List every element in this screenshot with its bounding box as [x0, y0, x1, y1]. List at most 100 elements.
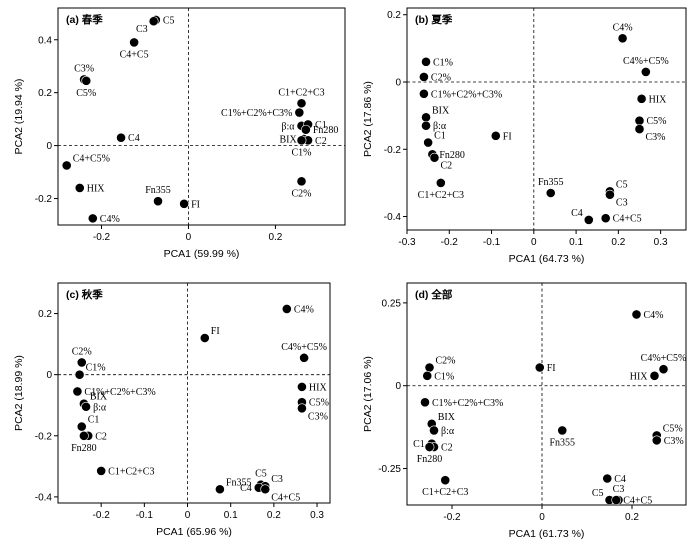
panel-title: (d) 全部: [415, 288, 453, 301]
point-label: C2: [440, 161, 452, 172]
data-point: [116, 132, 126, 143]
point-label: C3: [613, 484, 625, 495]
x-tick-label: -0.3: [398, 237, 416, 248]
point-label: C1: [315, 120, 327, 131]
point-label: β:α: [281, 121, 295, 132]
data-point: [296, 176, 307, 187]
panel-title: (a) 春季: [66, 13, 103, 26]
data-point: [294, 107, 305, 118]
point-label: BIX: [279, 134, 297, 145]
point-label: C4+C5: [613, 214, 642, 225]
y-tick-label: 0: [395, 381, 401, 392]
data-point: [605, 189, 615, 200]
point-label: C3%: [664, 436, 684, 447]
y-axis-label: PCA2 (17.86 %): [362, 81, 374, 157]
point-label: Fn280: [71, 443, 97, 454]
data-point: [199, 333, 210, 343]
y-tick-label: -0.2: [35, 431, 53, 442]
data-point: [420, 397, 430, 408]
x-tick-label: 0: [186, 232, 192, 243]
point-label: Fn355: [549, 437, 575, 448]
point-label: C5: [592, 488, 604, 499]
point-label: C1%: [292, 147, 312, 158]
point-label: C4%: [613, 22, 633, 33]
point-label: C5: [616, 179, 628, 190]
data-point: [424, 442, 435, 452]
y-tick-label: -0.25: [378, 464, 401, 475]
data-point: [297, 403, 307, 414]
plot-frame: [406, 7, 687, 231]
point-label: C2%: [431, 72, 451, 83]
data-point: [611, 495, 622, 505]
data-point: [76, 421, 87, 432]
point-label: C4%: [294, 304, 314, 315]
point-label: C1+C2+C3: [422, 487, 468, 498]
point-label: C4+C5: [271, 492, 300, 503]
x-tick-label: 0.2: [611, 237, 625, 248]
chart-panel-4: -0.2 0 0.2 -0.25 0 0.25 PCA1 (61.73 %) PCA2 (17…: [362, 282, 687, 540]
data-point: [129, 37, 139, 48]
point-label: C1%+C2%+C3%: [84, 387, 155, 398]
data-point: [557, 425, 568, 436]
data-point: [76, 357, 87, 368]
point-label: C4+C5: [623, 496, 652, 507]
x-tick-label: 0.1: [569, 237, 583, 248]
point-label: C1%+C2%+C3%: [431, 89, 502, 100]
point-label: C4%: [644, 310, 664, 321]
x-tick-label: 0.1: [224, 510, 238, 521]
data-point: [435, 178, 446, 188]
point-label: C2: [95, 431, 107, 442]
panel-title: (b) 夏季: [415, 13, 453, 26]
point-label: Fn280: [439, 150, 465, 161]
point-label: Fn355: [226, 477, 252, 488]
y-tick-label: 0.4: [38, 35, 52, 46]
data-point: [61, 160, 72, 171]
point-label: C1: [413, 439, 425, 450]
point-label: C2%: [436, 355, 456, 366]
point-label: C4: [128, 133, 140, 144]
x-tick-label: -0.2: [443, 512, 461, 523]
point-label: HIX: [87, 183, 106, 194]
x-tick-label: 0.2: [625, 512, 639, 523]
point-label: C2%: [72, 346, 92, 357]
point-label: C3%: [646, 132, 666, 143]
x-tick-label: -0.2: [93, 232, 111, 243]
y-tick-label: 0: [46, 370, 52, 381]
data-point: [634, 124, 645, 134]
data-point: [296, 98, 307, 109]
data-point: [429, 152, 440, 163]
chart-panel-1: -0.2 0 0.2 -0.2 0 0.2 0.4 PCA1 (59.99 %) PCA2 (1…: [13, 7, 346, 260]
y-tick-label: 0: [46, 141, 52, 152]
plot-frame: [406, 282, 687, 506]
x-tick-label: -0.2: [441, 237, 459, 248]
point-label: BIX: [90, 392, 108, 403]
data-point: [658, 364, 669, 375]
data-point: [74, 369, 85, 380]
data-point: [429, 425, 439, 436]
data-point: [634, 115, 645, 126]
data-point: [421, 112, 431, 123]
data-point: [299, 352, 309, 363]
point-label: C2: [315, 136, 327, 147]
data-point: [153, 196, 163, 207]
y-axis-label: PCA2 (17.06 %): [362, 356, 374, 432]
data-point: [300, 124, 311, 135]
data-point: [419, 72, 429, 82]
point-label: C1%+C2%+C3%: [221, 108, 292, 119]
point-label: Fn280: [417, 454, 443, 465]
point-label: C1%+C2%+C3%: [432, 398, 503, 409]
x-tick-label: 0: [539, 512, 545, 523]
y-tick-label: -0.4: [35, 492, 53, 503]
plot-frame: [57, 7, 346, 226]
data-point: [96, 466, 107, 476]
point-label: C4: [571, 208, 583, 219]
point-label: Fn355: [145, 185, 171, 196]
x-tick-label: 0: [185, 510, 191, 521]
plot-frame: [57, 282, 331, 504]
point-label: C3: [271, 474, 283, 485]
data-point: [79, 430, 89, 441]
point-label: C5%: [647, 116, 667, 127]
data-point: [87, 213, 98, 224]
x-axis-label: PCA1 (65.96 %): [156, 526, 232, 538]
